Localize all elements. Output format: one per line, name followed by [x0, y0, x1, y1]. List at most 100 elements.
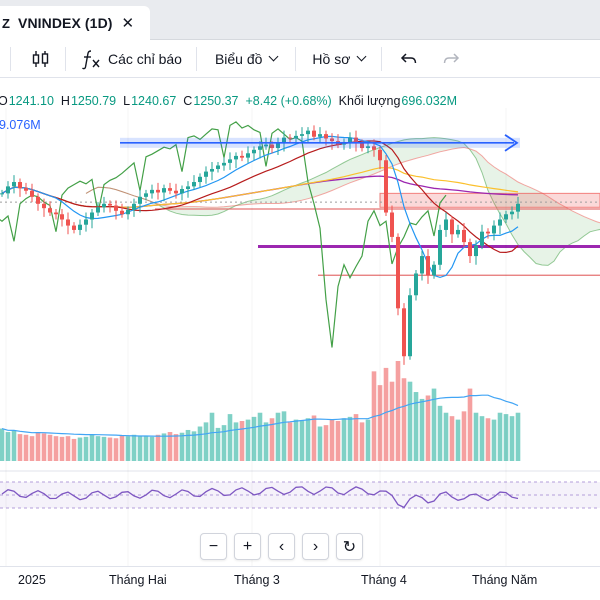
candle-body	[432, 264, 436, 276]
candle-body	[102, 203, 106, 208]
volume-bar	[239, 421, 245, 461]
scroll-left-button[interactable]: ‹	[268, 533, 295, 560]
candle-body	[456, 229, 460, 235]
candle-body	[222, 162, 226, 166]
candle-body	[240, 155, 244, 158]
candle-body	[294, 135, 298, 139]
resistance-zone	[379, 192, 600, 208]
candle-body	[150, 189, 154, 194]
volume-bar	[35, 432, 41, 461]
volume-bar	[41, 433, 47, 461]
volume-bar	[359, 422, 365, 461]
candle-body	[306, 130, 310, 135]
candle-body	[504, 214, 508, 220]
candle-body	[78, 224, 82, 230]
candle-body	[24, 188, 28, 191]
volume-bar	[491, 419, 497, 461]
candle-body	[282, 137, 286, 143]
high-label: H	[60, 94, 70, 108]
scroll-right-button[interactable]: ›	[302, 533, 329, 560]
candle-body	[72, 225, 76, 230]
candle-body	[288, 137, 292, 139]
candle-body	[6, 186, 10, 194]
zoom-out-button[interactable]: −	[200, 533, 227, 560]
candle-body	[204, 171, 208, 177]
candle-body	[42, 203, 46, 209]
volume-bar	[155, 434, 161, 461]
undo-button[interactable]	[382, 40, 430, 78]
reset-chart-button[interactable]: ↻	[336, 533, 363, 560]
candle-body	[120, 210, 124, 215]
volume-bar	[251, 416, 257, 461]
candle-body	[462, 229, 466, 243]
volume-bar	[149, 436, 155, 461]
chart-nav-controls: − + ‹ › ↻	[200, 533, 370, 561]
redo-icon	[444, 52, 460, 63]
rsi-line	[1, 486, 519, 509]
low-label: L	[123, 94, 131, 108]
volume-bar	[89, 434, 95, 461]
volume-bar	[53, 436, 59, 461]
volume-bar	[479, 416, 485, 461]
chart-type-dropdown[interactable]: Biểu đồ	[197, 40, 295, 78]
zoom-in-button[interactable]: +	[234, 533, 261, 560]
candle-body	[90, 212, 94, 220]
volume-bar	[341, 418, 347, 461]
candle-body	[252, 149, 256, 154]
volume-bar	[107, 437, 113, 461]
volume-bar	[431, 388, 437, 461]
candle-body	[468, 242, 472, 257]
volume-bar	[71, 438, 77, 461]
tab-vnindex[interactable]: Z VNINDEX (1D) ✕	[0, 6, 150, 40]
volume-bar	[143, 435, 149, 461]
profile-dropdown[interactable]: Hồ sơ	[296, 40, 381, 78]
volume-bar	[203, 422, 209, 461]
tab-bar: Z VNINDEX (1D) ✕	[0, 0, 600, 40]
candle-body	[60, 214, 64, 220]
volume-bar	[29, 436, 35, 461]
candlestick-icon	[32, 50, 49, 67]
volume-bar	[215, 427, 221, 461]
candle-body	[114, 205, 118, 211]
price-chart[interactable]	[0, 78, 600, 566]
candle-body	[96, 207, 100, 213]
volume-bar	[407, 381, 413, 461]
time-axis[interactable]: 2025 Tháng Hai Tháng 3 Tháng 4 Tháng Năm	[0, 566, 600, 600]
indicators-button[interactable]: Các chỉ báo	[66, 40, 196, 78]
volume-bar	[461, 411, 467, 461]
volume-bar	[323, 425, 329, 461]
candle-body	[426, 256, 430, 276]
volume-label: Khối lượng	[338, 94, 401, 108]
volume-bar	[377, 385, 383, 461]
volume-bar	[485, 418, 491, 461]
volume-bar	[347, 416, 353, 461]
volume-bar	[299, 421, 305, 461]
volume-bar	[425, 395, 431, 461]
toolbar-separator	[295, 46, 297, 71]
candle-body	[330, 138, 334, 142]
candle-body	[12, 182, 16, 187]
change-value: +8.42 (+0.68%)	[245, 94, 332, 108]
redo-button[interactable]	[430, 40, 472, 78]
volume-bar	[305, 418, 311, 461]
candle-body	[402, 308, 406, 357]
candle-body	[324, 134, 328, 139]
volume-bar	[317, 426, 323, 461]
toolbar-separator	[381, 46, 383, 71]
ichimoku-span-b	[85, 146, 600, 224]
volume-bar	[263, 422, 269, 461]
candle-body	[30, 190, 34, 197]
volume-bar	[167, 432, 173, 461]
bar-style-button[interactable]	[11, 40, 65, 78]
candle-body	[366, 146, 370, 149]
candle-body	[492, 225, 496, 234]
volume-bar	[413, 392, 419, 461]
toolbar-separator	[195, 46, 197, 71]
close-icon[interactable]: ✕	[121, 15, 135, 32]
volume-bar	[221, 425, 227, 461]
candle-body	[132, 203, 136, 210]
candle-body	[18, 182, 22, 189]
volume-bar	[245, 419, 251, 461]
indicators-label: Các chỉ báo	[108, 50, 182, 67]
candle-body	[378, 149, 382, 161]
